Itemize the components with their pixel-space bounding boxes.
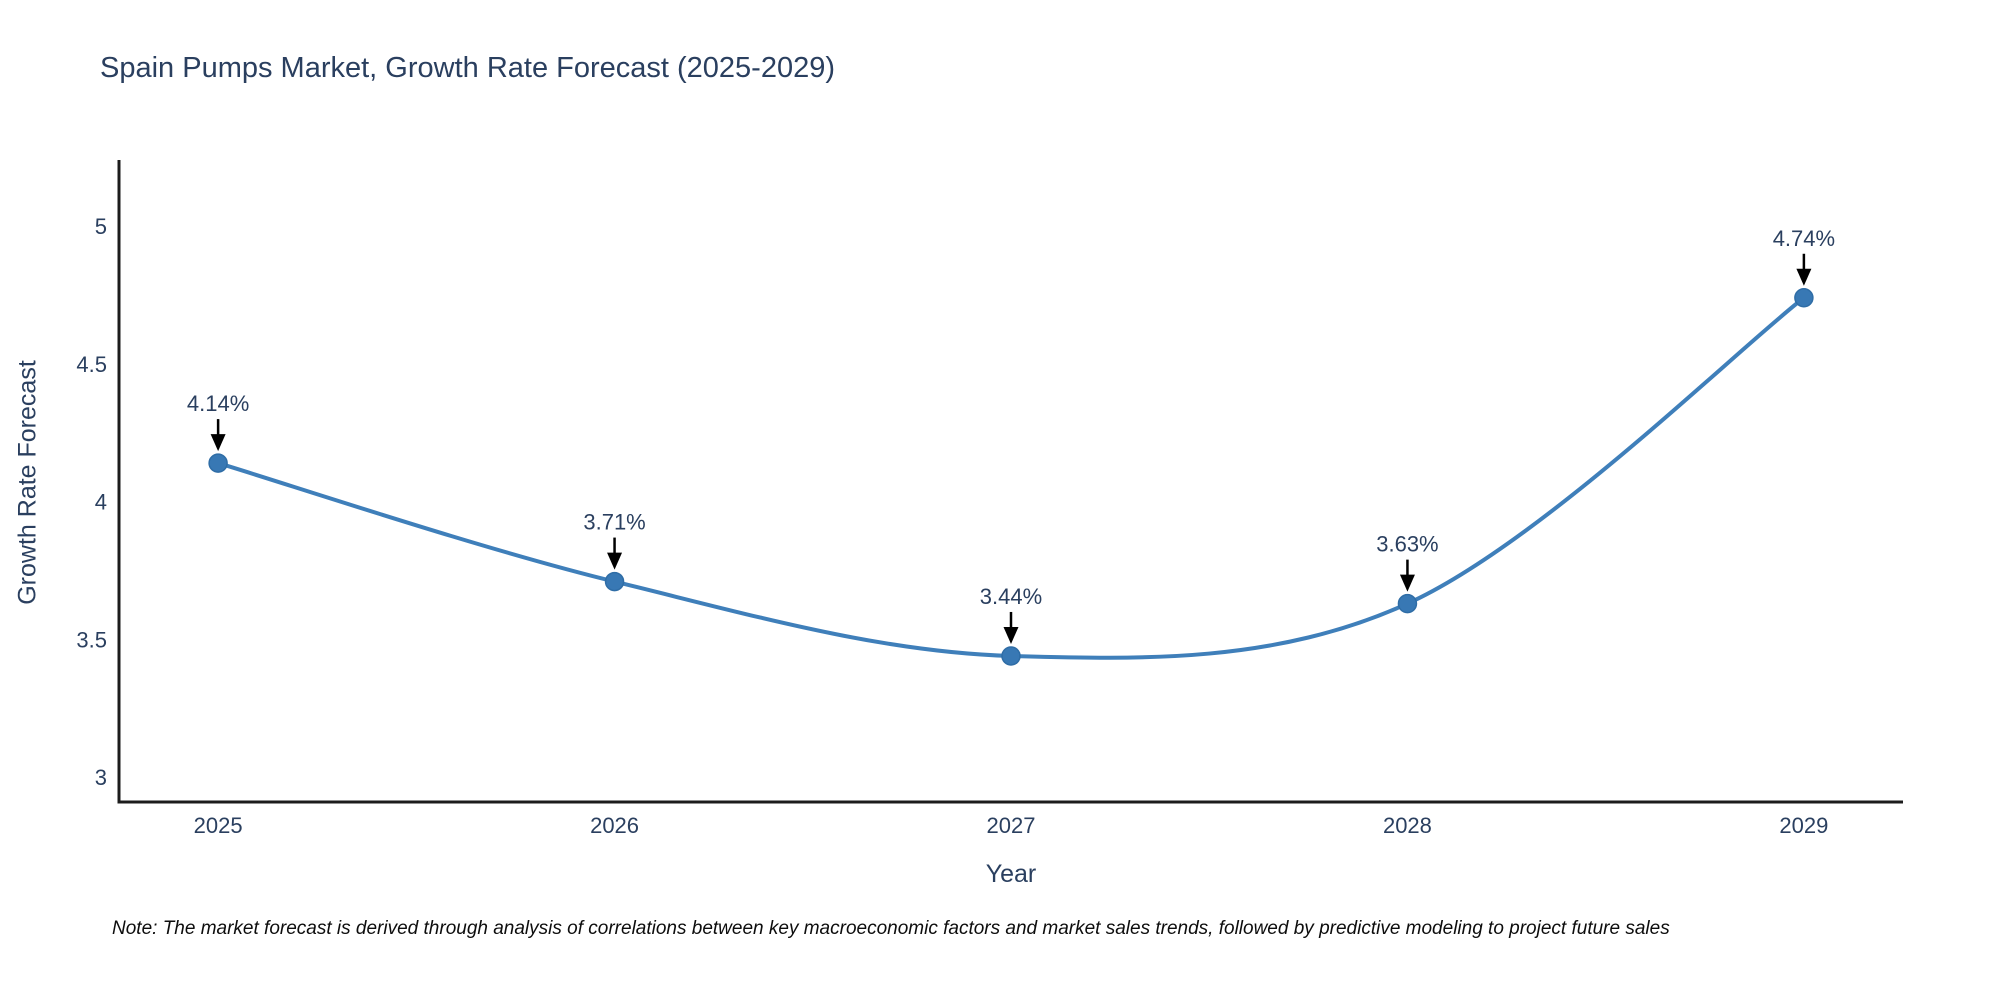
x-tick-label: 2025 xyxy=(194,813,243,838)
x-tick-label: 2028 xyxy=(1383,813,1432,838)
point-value-label: 3.71% xyxy=(583,510,645,535)
x-tick-label: 2026 xyxy=(590,813,639,838)
y-tick-label: 5 xyxy=(95,214,107,239)
y-tick-label: 4 xyxy=(95,490,107,515)
annotation-arrow-head-icon xyxy=(1399,574,1415,592)
y-tick-label: 4.5 xyxy=(76,352,107,377)
footnote-text: Note: The market forecast is derived thr… xyxy=(112,918,1670,939)
x-axis-title: Year xyxy=(985,860,1037,888)
y-tick-label: 3.5 xyxy=(76,627,107,652)
point-value-label: 3.44% xyxy=(980,584,1042,609)
data-point-2029[interactable] xyxy=(1794,288,1814,308)
annotation-arrow-head-icon xyxy=(210,434,226,452)
y-axis-title: Growth Rate Forecast xyxy=(13,360,42,605)
point-value-label: 3.63% xyxy=(1376,532,1438,557)
annotation-arrow-head-icon xyxy=(1796,268,1812,286)
chart-title: Spain Pumps Market, Growth Rate Forecast… xyxy=(100,52,835,84)
data-point-2025[interactable] xyxy=(208,453,228,473)
data-point-2027[interactable] xyxy=(1001,646,1021,666)
annotation-arrow-head-icon xyxy=(607,552,623,570)
data-point-2028[interactable] xyxy=(1397,593,1418,614)
point-value-label: 4.14% xyxy=(187,391,249,416)
data-point-2026[interactable] xyxy=(604,571,625,592)
x-tick-label: 2029 xyxy=(1779,813,1828,838)
x-tick-label: 2027 xyxy=(987,813,1036,838)
y-tick-label: 3 xyxy=(95,765,107,790)
point-value-label: 4.74% xyxy=(1773,226,1835,251)
annotation-arrow-head-icon xyxy=(1003,626,1019,644)
